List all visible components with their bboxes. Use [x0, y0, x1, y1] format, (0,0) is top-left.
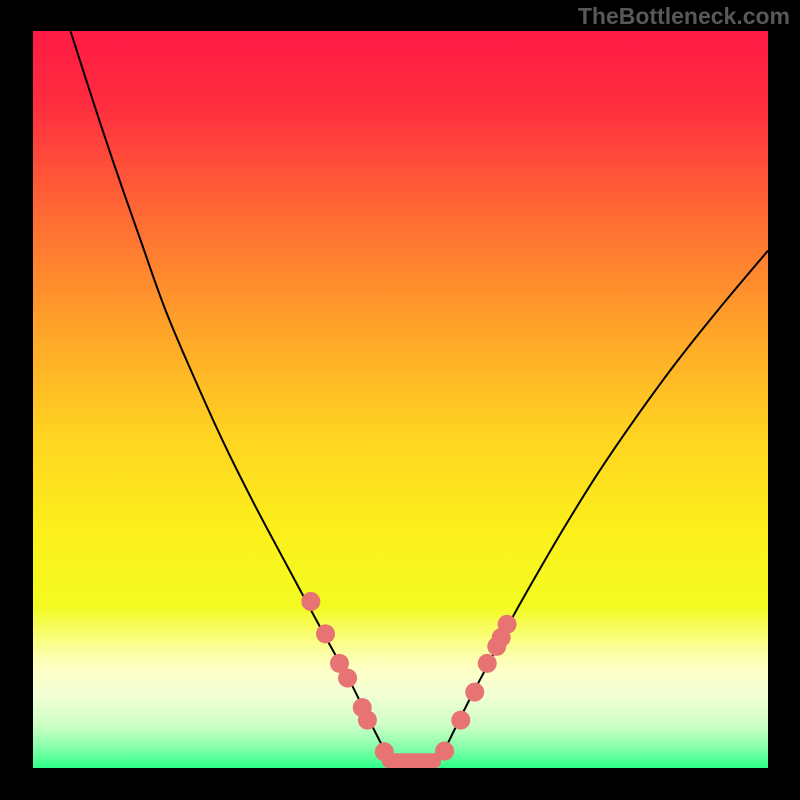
data-dot: [316, 624, 335, 643]
data-dot: [338, 669, 357, 688]
bottleneck-chart: [0, 0, 800, 800]
data-dot: [375, 742, 394, 761]
data-dot: [498, 615, 517, 634]
data-dot: [451, 711, 470, 730]
watermark-text: TheBottleneck.com: [578, 3, 790, 30]
chart-container: TheBottleneck.com: [0, 0, 800, 800]
data-dot: [301, 592, 320, 611]
data-dot: [478, 654, 497, 673]
data-dot: [465, 683, 484, 702]
data-dot: [358, 711, 377, 730]
data-dot: [435, 742, 454, 761]
